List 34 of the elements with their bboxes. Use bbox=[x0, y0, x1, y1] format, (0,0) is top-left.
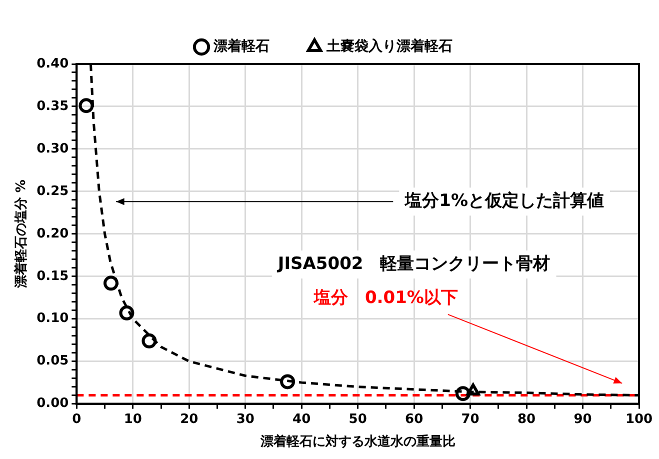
ref-line-label: 塩分 0.01%以下 bbox=[312, 288, 458, 308]
x-tick-label: 0 bbox=[72, 412, 82, 427]
y-tick-label: 0.05 bbox=[36, 354, 69, 369]
point bbox=[466, 384, 480, 396]
x-tick-label: 100 bbox=[625, 412, 653, 427]
point bbox=[142, 333, 157, 348]
y-axis-title: 漂着軽石の塩分 % bbox=[13, 180, 30, 290]
x-tick-label: 60 bbox=[405, 412, 424, 427]
x-tick-label: 40 bbox=[292, 412, 311, 427]
y-tick-label: 0.40 bbox=[36, 56, 69, 72]
x-tick-label: 70 bbox=[461, 412, 480, 427]
x-tick-label: 80 bbox=[517, 412, 536, 427]
y-tick-label: 0.30 bbox=[36, 141, 69, 156]
x-tick-label: 10 bbox=[124, 412, 142, 427]
x-tick-label: 90 bbox=[574, 412, 592, 427]
y-tick-label: 0.15 bbox=[36, 268, 69, 284]
x-tick-label: 50 bbox=[348, 412, 367, 427]
point bbox=[280, 374, 296, 390]
legend-label: 漂着軽石 bbox=[212, 38, 270, 55]
y-tick-label: 0.00 bbox=[36, 396, 69, 412]
y-tick-label: 0.20 bbox=[36, 226, 69, 242]
y-tick-label: 0.10 bbox=[36, 311, 69, 326]
x-tick-label: 20 bbox=[180, 412, 198, 427]
y-tick-label: 0.35 bbox=[36, 98, 69, 114]
legend-label: 土嚢袋入り漂着軽石 bbox=[326, 38, 452, 55]
point bbox=[455, 386, 470, 402]
point bbox=[78, 98, 94, 114]
point bbox=[119, 305, 134, 320]
x-axis-title: 漂着軽石に対する水道水の重量比 bbox=[259, 434, 456, 450]
annotation: 塩分1%と仮定した計算値 bbox=[404, 191, 604, 212]
y-tick-label: 0.25 bbox=[36, 184, 69, 199]
annotation: JISA5002 軽量コンクリート骨材 bbox=[276, 254, 550, 274]
x-tick-label: 30 bbox=[236, 412, 254, 427]
point bbox=[103, 276, 118, 291]
